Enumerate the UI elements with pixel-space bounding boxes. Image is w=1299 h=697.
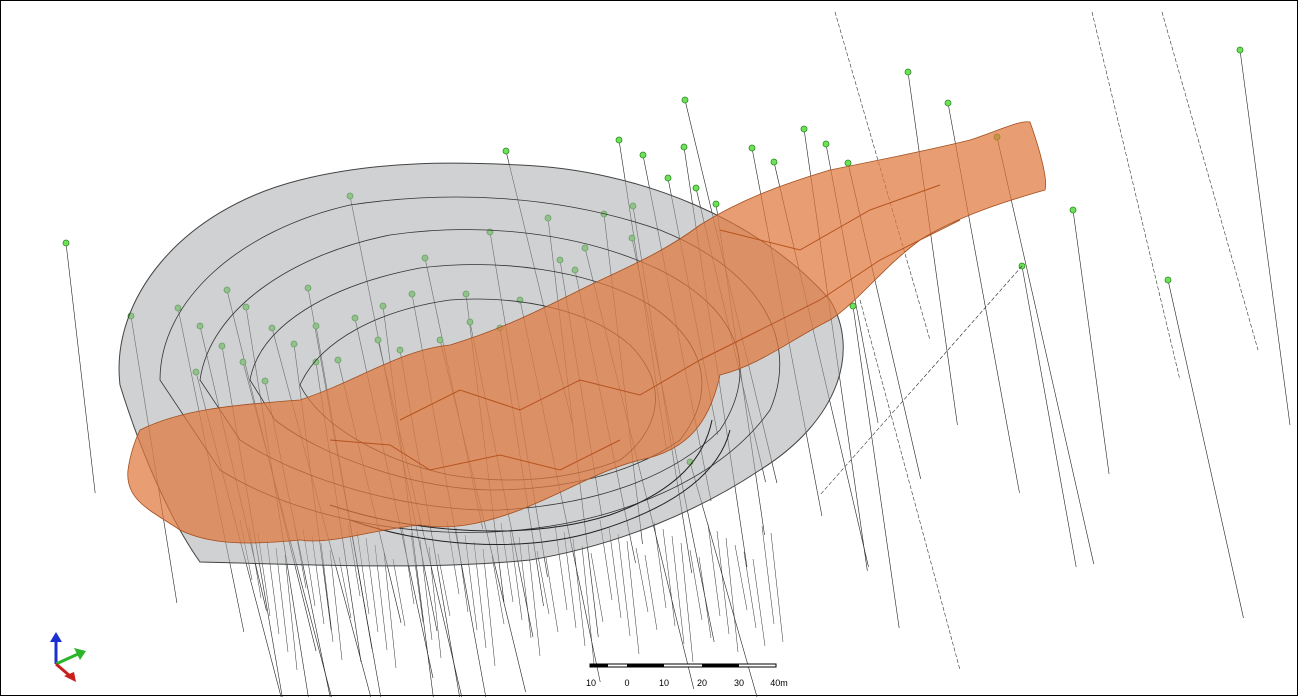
- drill-trace: [1167, 279, 1244, 619]
- axis-z-head: [50, 632, 62, 642]
- drill-trace: [716, 530, 730, 635]
- drill-collar: [748, 144, 756, 152]
- drill-collar: [800, 125, 808, 133]
- drill-trace: [536, 550, 550, 615]
- drill-trace: [644, 554, 658, 631]
- drill-trace: [65, 242, 96, 494]
- scale-bar-segment: [702, 664, 739, 667]
- scale-bar-segment: [627, 664, 664, 667]
- drill-trace: [752, 558, 766, 647]
- scale-label: 0: [624, 678, 629, 688]
- drill-trace: [725, 537, 739, 653]
- drill-collar: [770, 158, 778, 166]
- drill-collar: [664, 174, 672, 182]
- drill-trace: [707, 523, 721, 617]
- drill-collar: [844, 159, 852, 167]
- scale-bar-frame: [589, 663, 777, 668]
- drill-collar: [681, 96, 689, 104]
- drill-trace: [284, 554, 298, 671]
- drill-trace: [653, 521, 667, 609]
- drill-trace: [590, 552, 604, 623]
- drill-trace: [329, 549, 343, 661]
- pit-bench: [349, 429, 731, 545]
- axis-y-head: [74, 648, 86, 660]
- scale-bar: 10 0 10 20 30 40m: [586, 663, 788, 688]
- drill-trace: [491, 555, 505, 625]
- drill-trace: [734, 544, 748, 611]
- drill-trace: [671, 535, 685, 645]
- drill-trace: [770, 532, 784, 643]
- drill-trace: [1072, 209, 1110, 475]
- drill-trace: [635, 547, 649, 613]
- drill-trace: [680, 542, 694, 663]
- drill-collar: [680, 143, 688, 151]
- drill-collar: [849, 302, 857, 310]
- drill-trace: [338, 556, 352, 619]
- drill-collar: [712, 200, 720, 208]
- drill-trace: [1161, 11, 1259, 351]
- drill-trace: [1021, 265, 1077, 568]
- scale-label: 30: [734, 678, 744, 688]
- drill-trace: [482, 548, 496, 667]
- ore-body-edges: [329, 184, 961, 471]
- drill-collar: [615, 136, 623, 144]
- drill-trace: [907, 71, 958, 426]
- axis-triad: [50, 632, 86, 682]
- drill-collar: [639, 151, 647, 159]
- drill-trace: [698, 556, 712, 639]
- scale-label: 10: [659, 678, 669, 688]
- drill-collar: [1164, 276, 1172, 284]
- axis-x-head: [64, 672, 76, 682]
- scale-bar-segment: [590, 664, 608, 667]
- drill-collar: [1069, 206, 1077, 214]
- drill-trace: [626, 540, 640, 655]
- drill-trace: [581, 545, 595, 665]
- drill-trace: [275, 547, 289, 653]
- drill-trace: [617, 533, 631, 637]
- drill-collar: [944, 99, 952, 107]
- drill-trace: [572, 538, 586, 647]
- scale-label: 10: [586, 678, 596, 688]
- drill-collar: [502, 147, 510, 155]
- drill-trace: [852, 305, 900, 629]
- drill-trace: [383, 551, 397, 669]
- drill-trace: [743, 551, 757, 629]
- drill-trace: [527, 543, 541, 657]
- drill-collar: [62, 239, 70, 247]
- drill-trace: [392, 558, 406, 627]
- drill-trace: [819, 265, 1023, 496]
- drill-trace: [545, 557, 559, 633]
- drill-collar: [904, 68, 912, 76]
- drill-collar: [822, 140, 830, 148]
- drill-trace: [689, 549, 703, 621]
- drill-trace: [608, 526, 622, 619]
- axis-y: [55, 652, 79, 666]
- scale-label: 40m: [770, 678, 788, 688]
- drill-collar: [1236, 46, 1244, 54]
- drill-trace: [761, 525, 775, 625]
- axis-x: [55, 662, 71, 678]
- drill-trace: [996, 136, 1095, 565]
- drill-trace: [1091, 11, 1181, 381]
- drill-trace: [1239, 49, 1291, 426]
- drill-trace: [662, 528, 676, 627]
- drill-collar: [692, 184, 700, 192]
- drill-trace: [859, 299, 961, 671]
- scale-label: 20: [697, 678, 707, 688]
